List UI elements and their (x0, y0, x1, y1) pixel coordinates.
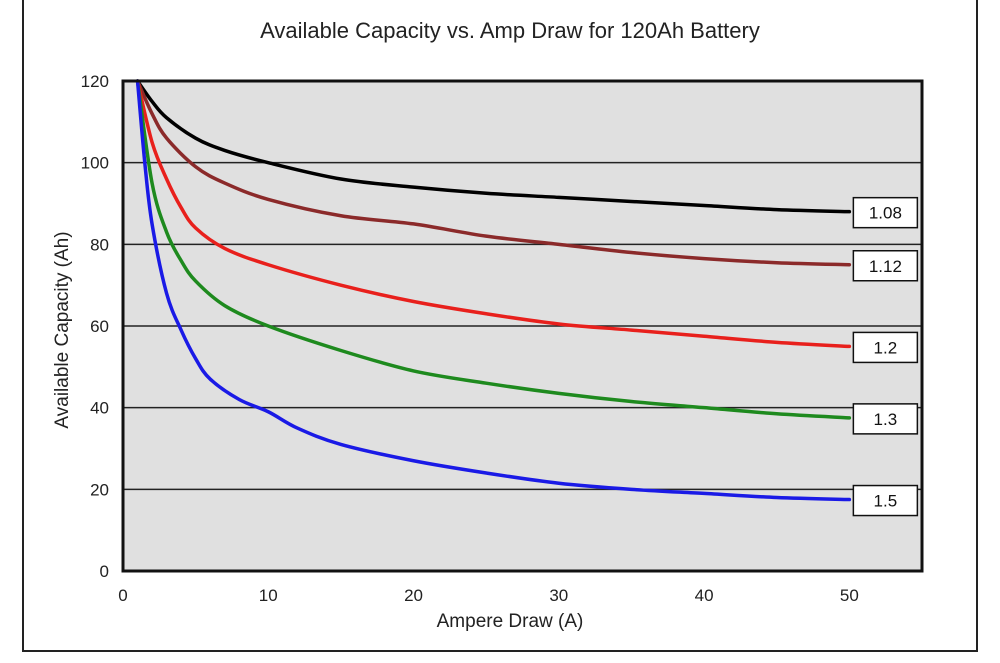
y-tick-label: 40 (90, 399, 109, 418)
x-axis-label: Ampere Draw (A) (437, 611, 584, 632)
series-label-text: 1.12 (869, 257, 902, 276)
x-tick-label: 40 (695, 586, 714, 605)
y-axis-label: Available Capacity (Ah) (52, 231, 73, 428)
series-line-1.08 (135, 79, 852, 214)
y-tick-label: 80 (90, 235, 109, 254)
series-line-1.5 (135, 79, 852, 502)
series-label-text: 1.3 (874, 410, 898, 429)
series-label-text: 1.08 (869, 204, 902, 223)
y-tick-label: 20 (90, 480, 109, 499)
plot-border (121, 79, 924, 573)
chart-title: Available Capacity vs. Amp Draw for 120A… (260, 18, 760, 43)
series-label-1.3: 1.3 (852, 403, 919, 435)
series-line-1.12 (135, 79, 852, 267)
series-line-1.3 (135, 79, 852, 420)
series-label-1.08: 1.08 (852, 196, 919, 229)
series-line-1.2 (135, 79, 852, 349)
y-tick-label: 60 (90, 317, 109, 336)
y-tick-label: 0 (100, 562, 109, 581)
series-label-box (852, 196, 919, 229)
series-label-1.12: 1.12 (852, 250, 919, 282)
series-label-1.2: 1.2 (852, 331, 919, 364)
x-tick-label: 0 (118, 586, 127, 605)
series-label-1.5: 1.5 (852, 484, 919, 517)
series-label-box (852, 403, 919, 435)
series-label-text: 1.2 (874, 338, 898, 357)
x-tick-label: 20 (404, 586, 423, 605)
y-tick-label: 120 (81, 72, 109, 91)
series-label-box (852, 331, 919, 364)
series-label-box (852, 484, 919, 517)
y-tick-label: 100 (81, 154, 109, 173)
series-label-text: 1.5 (874, 492, 898, 511)
series-label-box (852, 250, 919, 282)
x-tick-label: 30 (549, 586, 568, 605)
x-tick-label: 50 (840, 586, 859, 605)
x-tick-label: 10 (259, 586, 278, 605)
